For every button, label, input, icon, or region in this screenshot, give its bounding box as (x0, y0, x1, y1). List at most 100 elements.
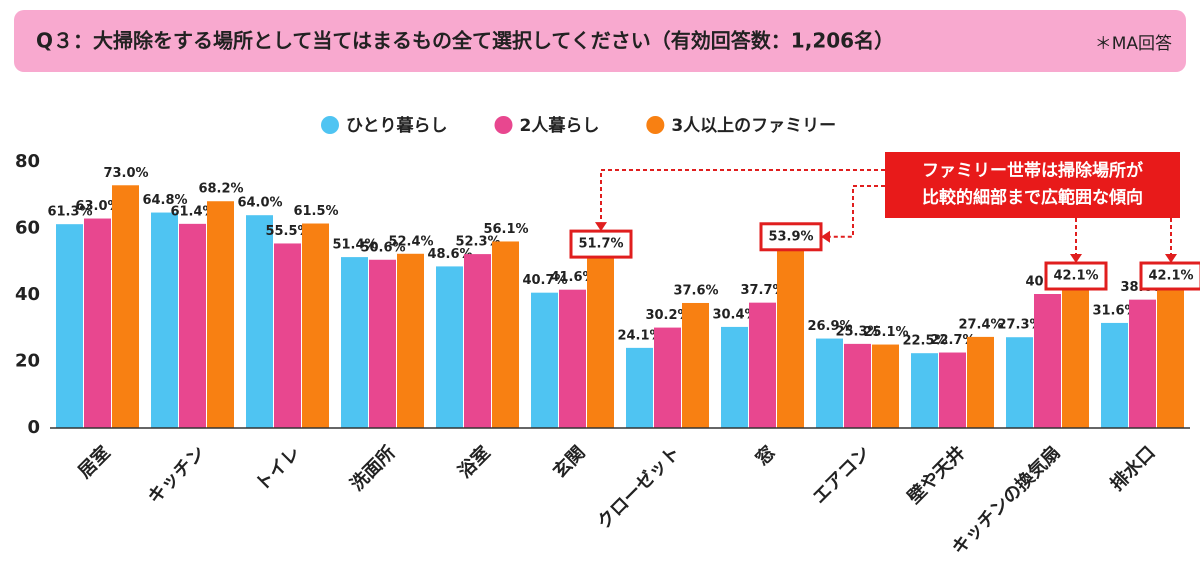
y-tick-label: 40 (15, 284, 40, 305)
bar (151, 212, 178, 428)
annotation-box (885, 152, 1180, 218)
bar (112, 185, 139, 428)
bar (84, 218, 111, 428)
arrow-head (1070, 254, 1082, 264)
header-box (14, 10, 1186, 72)
x-tick-label: 玄関 (549, 442, 590, 483)
value-label: 64.0% (237, 196, 282, 211)
bar (179, 223, 206, 428)
value-label: 51.7% (578, 237, 623, 252)
bar (302, 223, 329, 428)
y-tick-label: 60 (15, 218, 40, 239)
bar (1006, 337, 1033, 428)
value-label: 50.6% (360, 240, 405, 255)
value-label: 25.1% (863, 325, 908, 340)
y-tick-label: 0 (27, 417, 40, 438)
bar (436, 266, 463, 428)
value-label: 40.7% (522, 273, 567, 288)
y-tick-label: 20 (15, 351, 40, 372)
x-tick-label: 洗面所 (346, 442, 400, 496)
bar (1101, 322, 1128, 428)
value-label: 27.4% (958, 317, 1003, 332)
bar (967, 336, 994, 428)
value-label: 64.8% (142, 193, 187, 208)
bar (749, 302, 776, 428)
arrow (600, 169, 885, 223)
bar (531, 292, 558, 428)
bar (246, 215, 273, 428)
x-tick-label: トイレ (252, 442, 305, 495)
x-tick-label: クローゼット (593, 442, 685, 534)
highlight-box (1139, 261, 1200, 291)
bar (274, 243, 301, 428)
value-label: 56.1% (483, 222, 528, 237)
legend-label: 3人以上のファミリー (671, 116, 836, 136)
bar (1062, 288, 1089, 428)
x-tick-label: キッチン (144, 442, 210, 508)
value-label: 30.2% (645, 308, 690, 323)
value-label: 22.5% (902, 334, 947, 349)
legend-marker (646, 116, 665, 134)
annotation-text: 比較的細部まで広範囲な傾向 (922, 187, 1143, 208)
value-label: 53.9% (768, 229, 813, 244)
bar (777, 248, 804, 428)
legend-marker (321, 116, 339, 134)
bar (587, 256, 614, 428)
value-label: 25.3% (835, 324, 880, 339)
value-label: 31.6% (1092, 303, 1137, 318)
value-label: 51.4% (332, 238, 377, 253)
value-label: 42.1% (1148, 269, 1193, 284)
value-label: 48.6% (427, 247, 472, 262)
value-label: 61.5% (293, 204, 338, 219)
value-label: 55.5% (265, 224, 310, 239)
x-tick-label: 浴室 (454, 442, 495, 483)
chart-title: Q３：大掃除をする場所として当てはまるもの全て選択してください（有効回答数：1,… (36, 29, 894, 53)
arrow-head (821, 230, 830, 243)
value-label: 52.3% (455, 235, 500, 250)
value-label: 63.0% (75, 199, 120, 214)
value-label: 27.3% (997, 318, 1042, 333)
bar (844, 343, 871, 428)
value-label: 52.4% (388, 234, 433, 249)
legend-label: 2人暮らし (520, 115, 600, 136)
x-tick-label: エアコン (809, 442, 875, 508)
bar (1129, 299, 1156, 428)
value-label: 42.1% (1053, 269, 1098, 284)
value-label: 26.9% (807, 319, 852, 334)
bar (654, 327, 681, 428)
bar (559, 289, 586, 428)
value-label: 61.4% (170, 204, 215, 219)
bar (207, 201, 234, 428)
value-label: 37.6% (673, 283, 718, 298)
bar (56, 224, 83, 428)
value-label: 22.7% (930, 333, 975, 348)
bar (1157, 288, 1184, 428)
legend-label: ひとり暮らし (346, 115, 448, 136)
bar (341, 257, 368, 428)
value-label: 68.2% (198, 182, 243, 197)
bar (369, 259, 396, 428)
value-label: 61.3% (47, 205, 92, 220)
bar (682, 302, 709, 428)
bar (911, 353, 938, 428)
x-tick-label: 窓 (751, 442, 779, 470)
value-label: 73.0% (103, 166, 148, 181)
chart-subtitle: ＊MA回答 (1095, 34, 1172, 54)
arrow (830, 185, 885, 238)
bar (464, 254, 491, 428)
value-label: 24.1% (617, 328, 662, 343)
value-label: 41.6% (550, 270, 595, 285)
arrow-head (1165, 254, 1177, 264)
x-tick-label: 壁や天井 (903, 442, 969, 508)
bar (626, 347, 653, 428)
x-tick-label: 排水口 (1106, 442, 1160, 496)
arrow-head (595, 222, 607, 232)
annotation-text: ファミリー世帯は掃除場所が (922, 160, 1143, 181)
bar (492, 241, 519, 428)
bar (939, 352, 966, 428)
bar (721, 326, 748, 428)
bar (1034, 294, 1061, 428)
value-label: 37.7% (740, 283, 785, 298)
bar (816, 338, 843, 428)
